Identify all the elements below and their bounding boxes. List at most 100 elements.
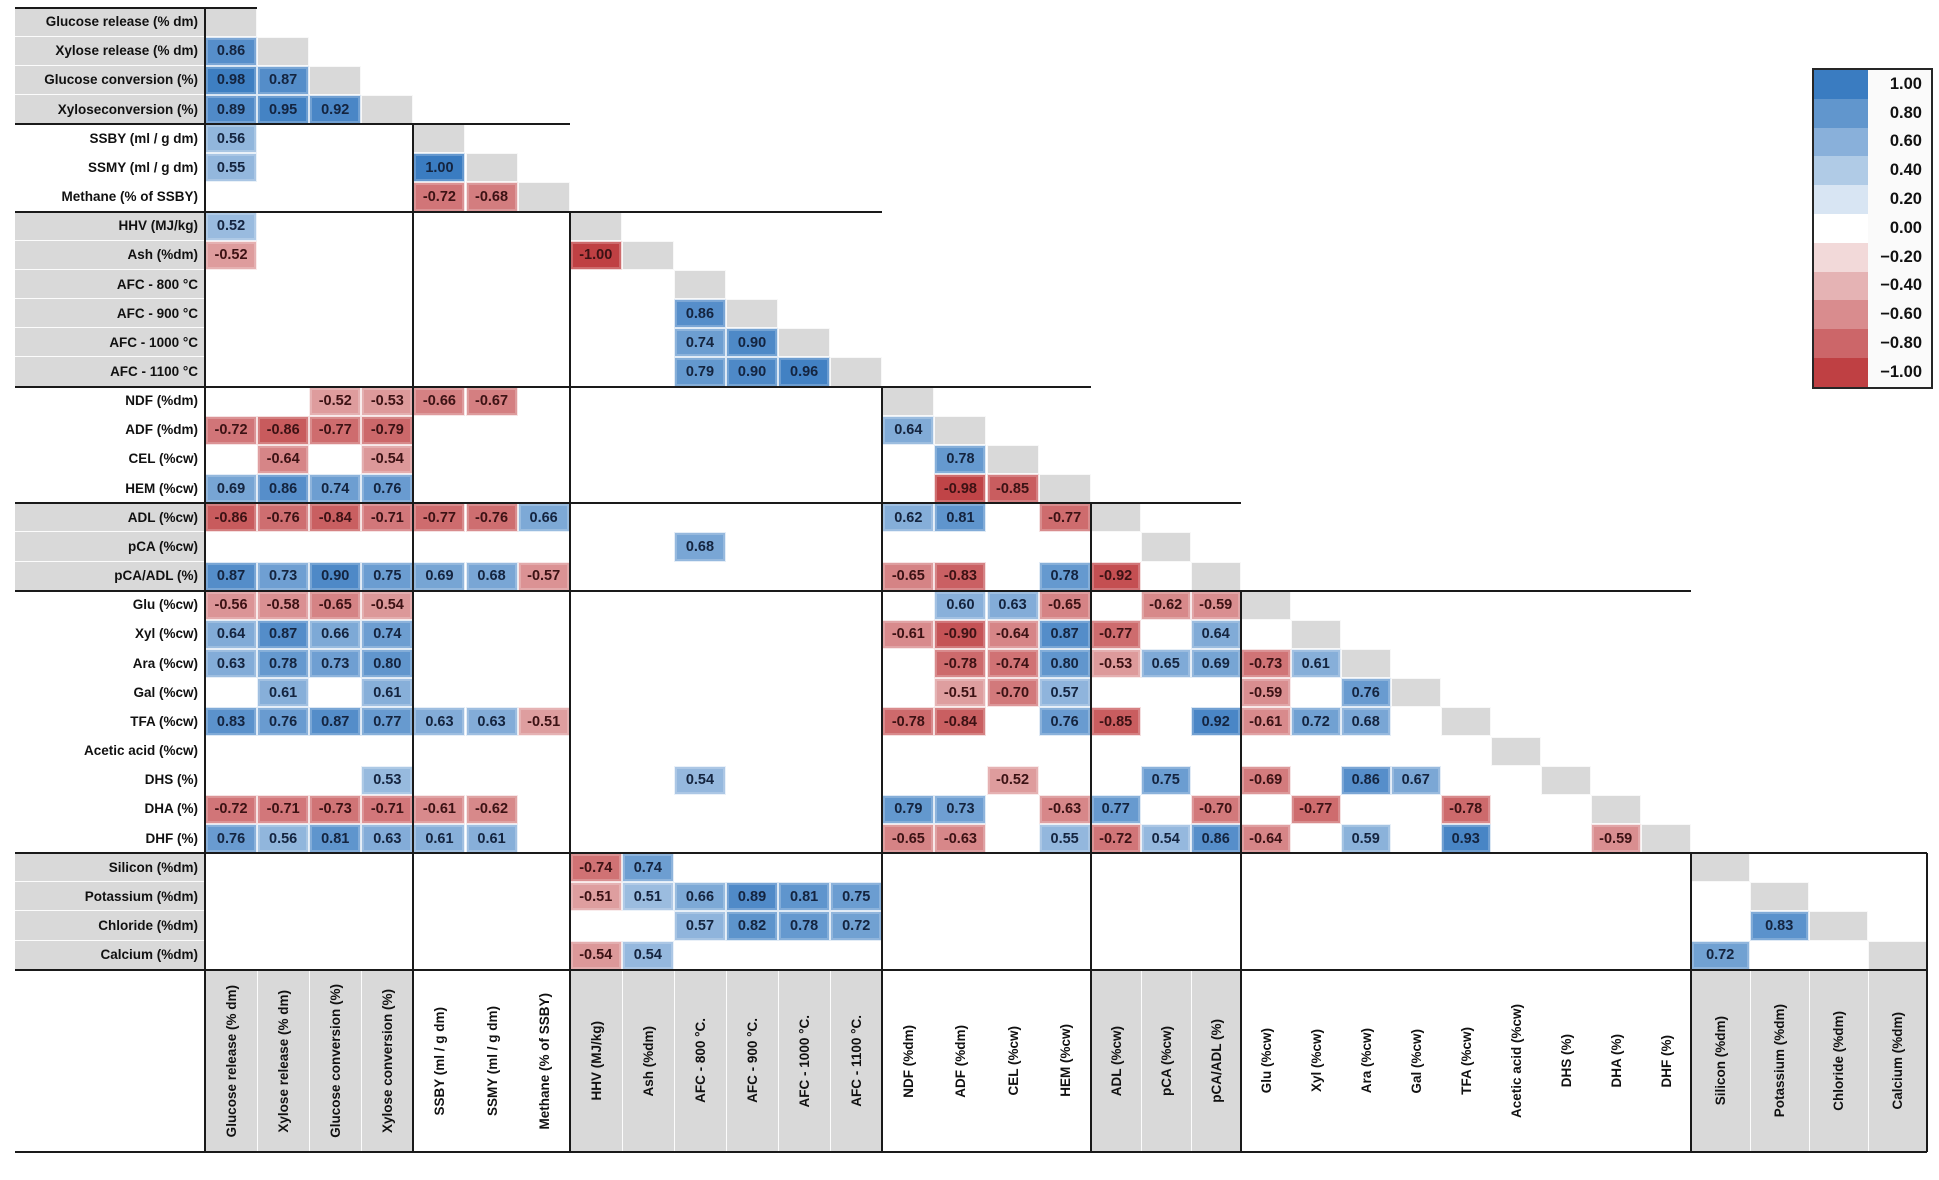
col-label: Chloride (%dm) (1808, 969, 1868, 1152)
correlation-cell: 0.87 (257, 619, 310, 650)
row-label: Gal (%cw) (15, 678, 205, 708)
row-label: Potassium (%dm) (15, 882, 205, 912)
col-label-text: Potassium (%dm) (1772, 1004, 1788, 1118)
diagonal-cell (1808, 911, 1868, 941)
group-border-horizontal (15, 210, 883, 213)
correlation-cell: -0.52 (205, 240, 258, 270)
correlation-cell: 0.76 (361, 474, 414, 504)
col-label-text: Methane (% of SSBY) (536, 992, 552, 1130)
correlation-cell: 0.57 (673, 911, 726, 941)
correlation-cell: -0.57 (517, 561, 570, 591)
legend-swatch (1814, 70, 1868, 99)
correlation-cell: 0.68 (673, 532, 726, 562)
diagonal-cell (569, 211, 622, 241)
row-label: DHS (%) (15, 765, 205, 795)
correlation-cell: -0.64 (1240, 823, 1291, 854)
correlation-cell: 0.63 (465, 707, 518, 737)
correlation-cell: 0.63 (986, 590, 1039, 620)
correlation-cell: -0.77 (309, 415, 362, 445)
correlation-cell: 0.89 (205, 94, 258, 125)
legend-tick-label: −0.20 (1880, 247, 1922, 266)
correlation-cell: 0.95 (257, 94, 310, 125)
correlation-cell: 0.72 (1290, 707, 1341, 737)
correlation-cell: 0.80 (1038, 649, 1091, 679)
correlation-cell: -0.62 (465, 794, 518, 824)
correlation-cell: 0.80 (361, 649, 414, 679)
col-label-text: ADF (%dm) (953, 1024, 969, 1098)
col-label-text: AFC - 1000 °C. (797, 1014, 813, 1108)
correlation-cell: -0.65 (1038, 590, 1091, 620)
correlation-cell: 0.76 (257, 707, 310, 737)
correlation-cell: 0.96 (778, 357, 831, 387)
legend-swatch (1814, 185, 1868, 214)
row-label: AFC - 800 °C (15, 269, 205, 300)
correlation-cell: 0.66 (309, 619, 362, 650)
col-label-text: Gal (%cw) (1408, 1028, 1424, 1094)
diagonal-cell (1240, 590, 1291, 620)
legend-swatch (1814, 300, 1868, 330)
correlation-cell: 0.87 (1038, 619, 1091, 650)
correlation-cell: 0.98 (205, 65, 258, 95)
legend-tick-label: 0.80 (1889, 103, 1922, 122)
correlation-cell: 0.90 (726, 328, 779, 358)
col-label-text: DHF (%) (1658, 1034, 1674, 1088)
diagonal-cell (1140, 532, 1191, 562)
col-label-text: Silicon (%dm) (1713, 1016, 1729, 1106)
correlation-cell: 0.67 (1390, 765, 1441, 795)
group-border-vertical (1689, 853, 1692, 1152)
col-label-text: Glucose conversion (%) (328, 983, 344, 1138)
correlation-cell: -0.59 (1190, 590, 1241, 620)
col-label: Xylose release (% dm) (257, 969, 310, 1152)
correlation-cell: -0.86 (257, 415, 310, 445)
correlation-cell: 0.63 (361, 823, 414, 854)
col-label: SSMY (ml / g dm) (465, 969, 518, 1152)
col-label: NDF (%dm) (882, 969, 935, 1152)
correlation-cell: -0.74 (986, 649, 1039, 679)
correlation-cell: 0.59 (1340, 823, 1391, 854)
correlation-cell: 0.90 (726, 357, 779, 387)
legend-row: 0.80 (1814, 98, 1931, 128)
correlation-cell: 0.60 (934, 590, 987, 620)
col-label-text: Ash (%dm) (640, 1025, 656, 1097)
diagonal-cell (1038, 474, 1091, 504)
correlation-cell: 0.83 (1749, 911, 1809, 941)
group-border-horizontal (15, 1151, 1927, 1153)
legend-tick-label: −0.80 (1880, 334, 1922, 353)
row-label: AFC - 1000 °C (15, 328, 205, 358)
group-border-horizontal (15, 968, 1927, 971)
correlation-cell: 0.57 (1038, 678, 1091, 708)
correlation-cell: 1.00 (413, 153, 466, 183)
correlation-cell: -0.65 (309, 590, 362, 620)
legend-swatch (1814, 98, 1868, 128)
correlation-cell: -0.73 (309, 794, 362, 824)
col-label-text: AFC - 1100 °C. (849, 1015, 865, 1107)
correlation-cell: 0.61 (361, 678, 414, 708)
correlation-cell: -0.53 (1090, 649, 1141, 679)
row-label: DHA (%) (15, 794, 205, 824)
col-label-text: SSMY (ml / g dm) (484, 1005, 500, 1116)
diagonal-cell (1540, 765, 1591, 795)
correlation-cell: 0.76 (205, 823, 258, 854)
correlation-cell: -0.76 (257, 503, 310, 533)
correlation-cell: -0.72 (205, 415, 258, 445)
group-border-horizontal (15, 385, 1091, 388)
correlation-cell: 0.75 (361, 561, 414, 591)
col-label-text: Acetic acid (%cw) (1508, 1003, 1524, 1118)
group-border-vertical (1925, 853, 1928, 1152)
correlation-cell: 0.79 (882, 794, 935, 824)
col-label-text: Chloride (%dm) (1831, 1011, 1847, 1111)
col-label: Silicon (%dm) (1690, 969, 1750, 1152)
correlation-cell: 0.74 (309, 474, 362, 504)
diagonal-cell (934, 415, 987, 445)
correlation-cell: 0.75 (1140, 765, 1191, 795)
row-label: CEL (%cw) (15, 444, 205, 475)
col-label: Calcium (%dm) (1867, 969, 1927, 1152)
row-label: AFC - 900 °C (15, 299, 205, 329)
col-label: CEL (%cw) (986, 969, 1039, 1152)
correlation-cell: -0.61 (413, 794, 466, 824)
row-label: Ara (%cw) (15, 649, 205, 679)
row-label: Acetic acid (%cw) (15, 736, 205, 766)
diagonal-cell (830, 357, 883, 387)
correlation-cell: -0.92 (1090, 561, 1141, 591)
col-label-text: DHS (%) (1558, 1034, 1574, 1088)
